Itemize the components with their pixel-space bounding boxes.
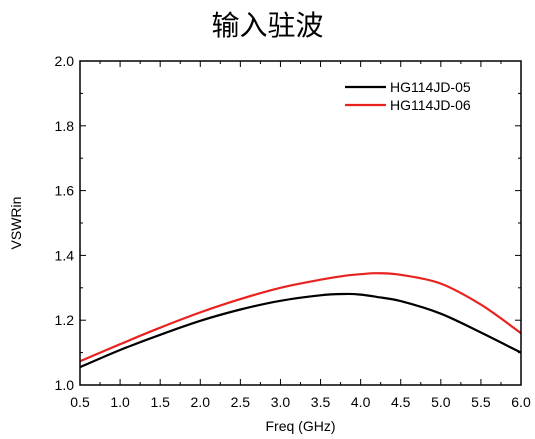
legend-label-1: HG114JD-05	[390, 79, 471, 95]
x-tick-label: 4.5	[391, 394, 411, 410]
x-tick-label: 4.0	[351, 394, 371, 410]
y-tick-label: 2.0	[55, 53, 75, 69]
x-tick-label: 3.0	[271, 394, 291, 410]
y-axis-label: VSWRin	[8, 197, 24, 250]
y-tick-label: 1.8	[55, 118, 75, 134]
y-tick-label: 1.6	[55, 183, 75, 199]
y-tick-label: 1.4	[55, 247, 75, 263]
x-tick-label: 0.5	[70, 394, 90, 410]
x-tick-label: 2.5	[231, 394, 251, 410]
x-tick-label: 5.5	[471, 394, 491, 410]
y-tick-label: 1.2	[55, 312, 75, 328]
series-line-2	[79, 272, 522, 363]
legend-label-2: HG114JD-06	[390, 97, 471, 113]
x-tick-label: 2.0	[191, 394, 211, 410]
y-tick-label: 1.0	[55, 377, 75, 393]
x-axis-label: Freq (GHz)	[266, 418, 336, 434]
chart-title: 输入驻波	[211, 9, 324, 42]
series-line-1	[79, 292, 522, 369]
x-tick-label: 3.5	[311, 394, 331, 410]
x-tick-label: 6.0	[511, 394, 531, 410]
x-tick-label: 1.5	[150, 394, 170, 410]
x-tick-label: 5.0	[431, 394, 451, 410]
x-tick-label: 1.0	[110, 394, 130, 410]
